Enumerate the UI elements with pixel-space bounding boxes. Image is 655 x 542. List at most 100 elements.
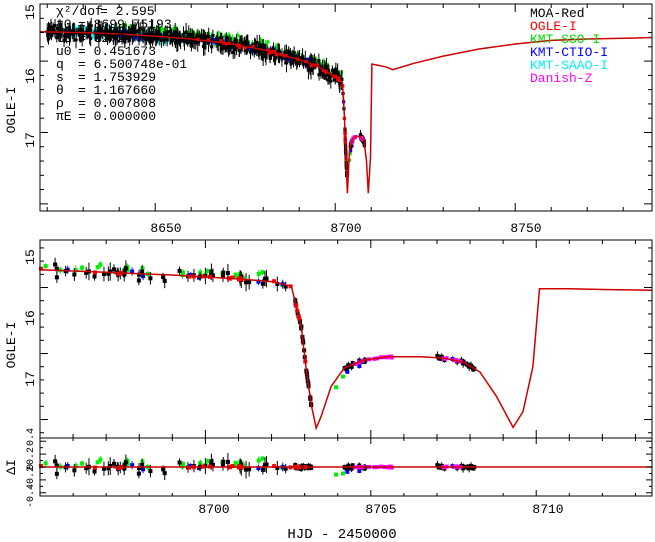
data-point [128,26,133,30]
data-point [138,35,142,39]
model-curve [39,268,653,431]
residual-point [234,462,239,467]
data-point [303,57,307,62]
residual-point [43,461,48,466]
data-point [58,28,62,32]
data-point [218,42,223,47]
data-point [152,33,156,37]
data-point [217,42,221,46]
data-point [226,43,230,47]
data-point [39,266,44,271]
param-label: q [56,57,64,72]
residual-point [39,464,44,469]
data-point [177,268,182,273]
data-point [219,39,223,43]
data-point [104,33,108,37]
y-tick-label: 17 [23,132,38,148]
data-point [107,34,111,39]
data-point [467,364,472,369]
data-point [182,39,187,43]
data-point [108,269,113,274]
legend-entry-ogle-i: OGLE-I [530,19,577,34]
param-label: πE [56,109,72,124]
data-point [247,280,252,285]
data-point [128,34,132,38]
data-point [349,149,353,153]
data-point [122,272,127,277]
residual-tick-label: -0.2 [26,466,37,490]
residual-point [53,459,58,464]
residual-point [256,466,261,471]
data-point [111,35,115,39]
residual-point [349,466,354,471]
data-point [268,56,272,60]
data-point [350,360,355,365]
residual-point [203,464,208,469]
data-point [65,267,70,272]
data-point [324,64,329,69]
data-point [199,33,204,37]
data-point [77,28,81,32]
data-point [189,41,193,45]
data-point [305,61,309,66]
residual-point [467,466,472,471]
y-tick-label: 15 [23,4,38,20]
data-point [80,265,85,270]
data-point [233,39,237,43]
param-label: u0 [56,44,72,59]
param-value: = 6.500748e-01 [78,57,187,72]
data-point [253,45,258,49]
data-point [273,58,277,62]
residual-point [221,459,226,464]
data-point [273,50,277,54]
data-point [471,367,476,372]
data-point [89,28,93,32]
data-point [157,29,161,34]
data-point [292,51,296,55]
data-point [133,29,137,34]
data-point [156,26,160,30]
data-point [338,81,342,85]
data-point [173,41,178,45]
data-point [149,26,154,30]
y-tick-label: 15 [23,249,38,265]
data-point [270,52,274,56]
data-point [321,73,325,77]
data-point [229,44,233,48]
param-label: θ [56,83,64,98]
param-value: = 32.2 [78,31,125,46]
data-point [112,33,116,37]
residual-point [260,456,265,461]
data-point [82,31,86,36]
param-label: tE [56,31,72,46]
residual-point [263,462,268,467]
data-point [317,59,321,63]
data-point [326,68,330,72]
data-point [261,45,265,49]
data-point [322,60,326,64]
residual-point [54,463,59,468]
data-point [74,38,78,42]
data-point [101,29,105,33]
data-point [295,61,299,65]
data-point [287,50,291,54]
data-point [140,30,145,34]
data-point [255,41,259,45]
residual-point [148,469,153,474]
model-curve [39,31,653,194]
data-point [184,30,188,34]
param-value: = 0.451673 [78,44,156,59]
x-tick-label: 8705 [365,502,396,517]
data-point [181,33,186,37]
data-point [136,278,141,283]
y-axis-label-residual: ΔI [4,459,19,475]
data-point [255,49,259,53]
data-point [230,36,234,41]
data-point [105,37,110,41]
data-point [141,274,146,279]
data-point [232,44,237,48]
data-point [140,269,145,274]
data-point [169,34,173,38]
data-point [123,23,128,27]
data-point [258,46,262,50]
